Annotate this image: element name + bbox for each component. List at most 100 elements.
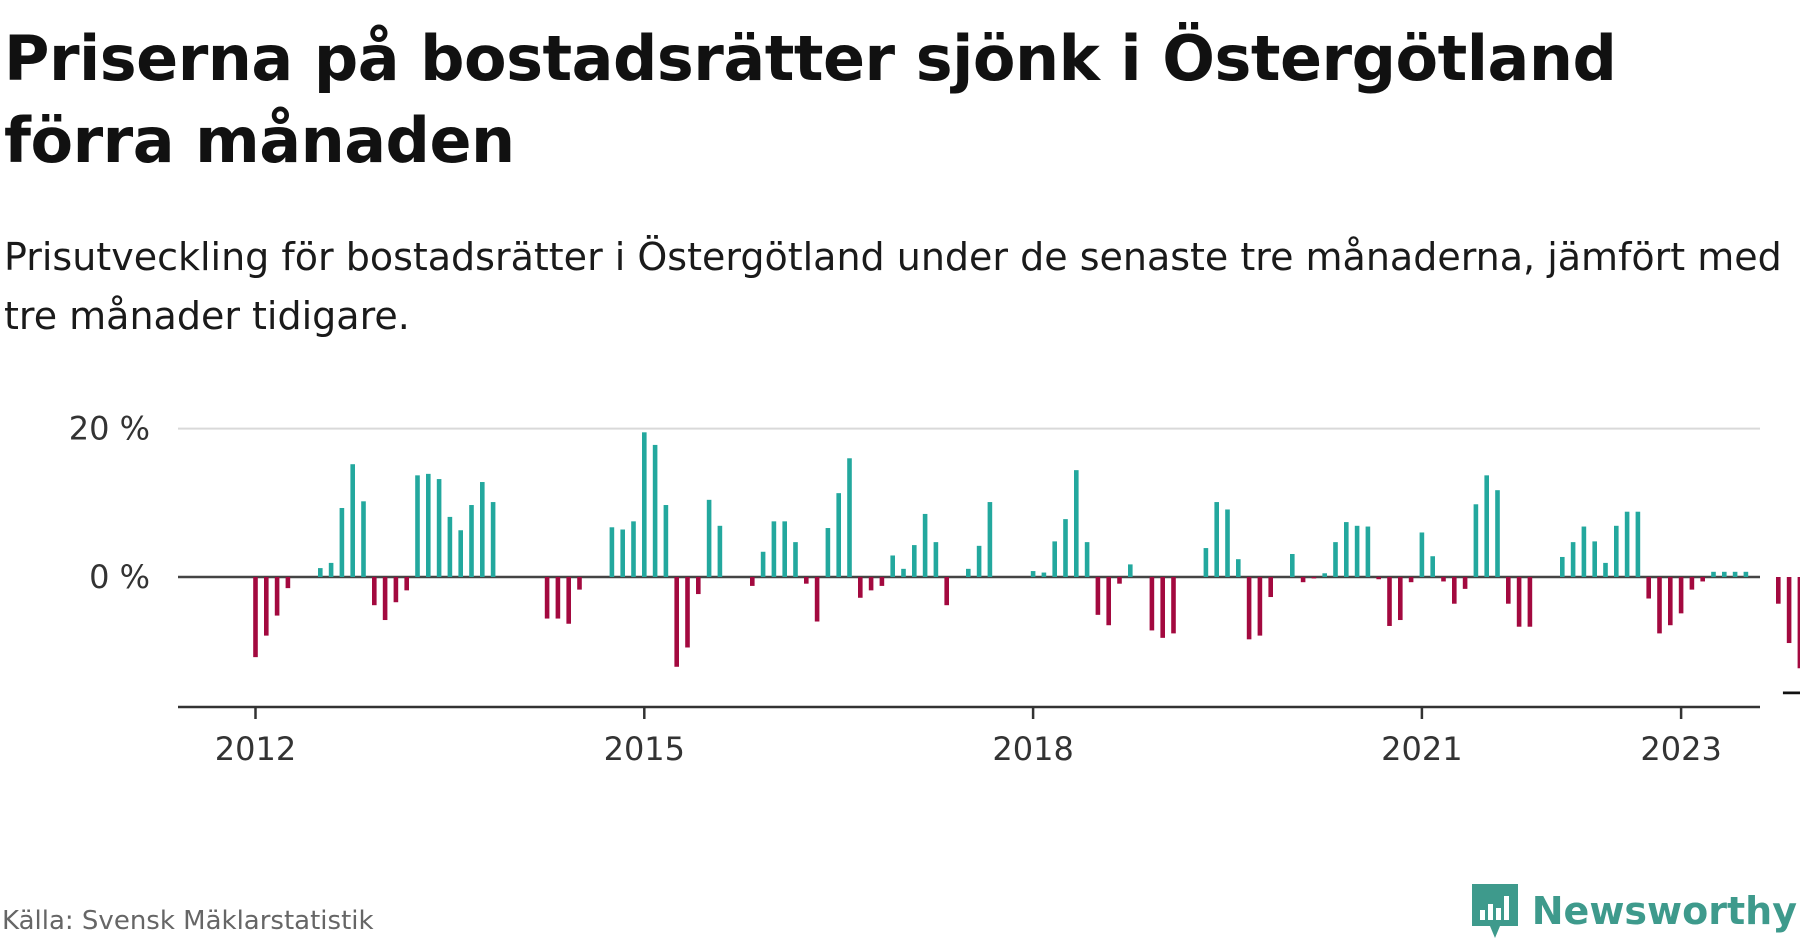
bar-positive: [771, 521, 777, 577]
bar-positive: [663, 505, 669, 577]
bar-positive: [1354, 525, 1360, 577]
bar-positive: [933, 542, 939, 577]
bar-negative: [674, 577, 679, 667]
bar-positive: [1203, 548, 1209, 577]
bar-positive: [1581, 526, 1587, 577]
bar-negative: [555, 577, 561, 619]
bar-positive: [1052, 541, 1057, 577]
bar-positive: [1128, 564, 1133, 577]
bar-negative: [1646, 577, 1651, 599]
bar-positive: [1063, 519, 1068, 577]
bar-negative: [1689, 577, 1695, 590]
bar-positive: [922, 513, 928, 577]
last-value-label-halo: −11 %: [1779, 673, 1800, 711]
bar-positive: [901, 568, 906, 577]
brand-name: Newsworthy: [1531, 889, 1797, 933]
bar-negative: [804, 577, 809, 584]
bar-negative: [566, 577, 571, 624]
bar-positive: [1290, 553, 1295, 577]
chart-title: Priserna på bostadsrätter sjönk i Österg…: [4, 22, 1617, 177]
bar-negative: [253, 577, 258, 658]
bar-positive: [706, 499, 712, 577]
bar-negative: [1246, 577, 1252, 640]
bar-negative: [1506, 577, 1511, 604]
bar-negative: [1387, 577, 1392, 626]
bar-positive: [1495, 490, 1500, 577]
bar-negative: [393, 577, 399, 603]
bar-negative: [1160, 577, 1165, 638]
bar-positive: [1074, 470, 1079, 577]
bar-negative: [1462, 577, 1468, 589]
bar-positive: [1614, 525, 1619, 577]
bar-negative: [1668, 577, 1673, 626]
bar-positive: [1743, 571, 1749, 577]
bar-positive: [836, 493, 841, 577]
bar-positive: [1322, 573, 1327, 577]
chart-subtitle: Prisutveckling för bostadsrätter i Öster…: [4, 235, 1782, 338]
bar-negative: [1797, 577, 1800, 669]
bar-negative: [1452, 577, 1457, 604]
bar-positive: [415, 475, 420, 577]
bar-positive: [1473, 504, 1479, 577]
bar-positive: [328, 562, 334, 577]
bar-positive: [1603, 562, 1608, 577]
bar-positive: [1635, 511, 1641, 577]
bar-negative: [1408, 577, 1414, 583]
bar-negative: [858, 577, 863, 598]
bar-positive: [987, 502, 993, 577]
bar-negative: [264, 577, 269, 636]
bar-positive: [426, 473, 431, 577]
bar-positive: [469, 505, 474, 577]
bar-layer: [253, 432, 1800, 669]
bar-positive: [652, 444, 658, 577]
last-value-label: −11 %: [1779, 673, 1800, 711]
bar-positive: [642, 432, 647, 577]
bar-negative: [1257, 577, 1263, 636]
bar-positive: [1419, 532, 1425, 577]
x-tick-label: 2021: [1381, 730, 1462, 768]
brand-logo: Newsworthy: [1470, 882, 1797, 940]
bar-positive: [1344, 522, 1349, 577]
bar-positive: [1041, 572, 1047, 577]
bar-positive: [1030, 571, 1036, 577]
bar-positive: [976, 545, 982, 577]
bar-positive: [361, 501, 366, 577]
bar-negative: [696, 577, 701, 595]
bar-positive: [339, 507, 345, 577]
bar-negative: [944, 577, 949, 606]
bar-negative: [750, 577, 755, 586]
bar-negative: [1268, 577, 1273, 598]
x-tick-label: 2023: [1640, 730, 1721, 768]
bar-negative: [544, 577, 550, 619]
bar-positive: [458, 530, 463, 577]
newsworthy-chart-icon: [1471, 884, 1518, 938]
bar-positive: [1722, 571, 1727, 577]
bar-negative: [1527, 577, 1533, 627]
bar-positive: [717, 525, 723, 577]
bar-negative: [879, 577, 885, 586]
bar-negative: [1516, 577, 1522, 627]
bar-negative: [1300, 577, 1306, 583]
bar-positive: [847, 458, 852, 577]
bar-negative: [1095, 577, 1101, 615]
bar-negative: [1106, 577, 1111, 626]
bar-positive: [825, 528, 831, 577]
bar-positive: [1592, 541, 1597, 577]
bar-negative: [814, 577, 820, 622]
bar-positive: [1570, 542, 1576, 577]
bar-negative: [1171, 577, 1176, 634]
bar-negative: [577, 577, 582, 590]
bar-positive: [1624, 511, 1630, 577]
x-tick-label: 2015: [604, 730, 685, 768]
bar-positive: [1333, 542, 1338, 577]
bar-positive: [1365, 526, 1371, 577]
bar-negative: [1398, 577, 1403, 621]
bar-negative: [274, 577, 280, 616]
bar-negative: [1149, 577, 1155, 631]
bar-positive: [1236, 559, 1241, 577]
bar-negative: [372, 577, 377, 606]
bar-positive: [1225, 509, 1230, 577]
bar-negative: [1117, 577, 1122, 584]
